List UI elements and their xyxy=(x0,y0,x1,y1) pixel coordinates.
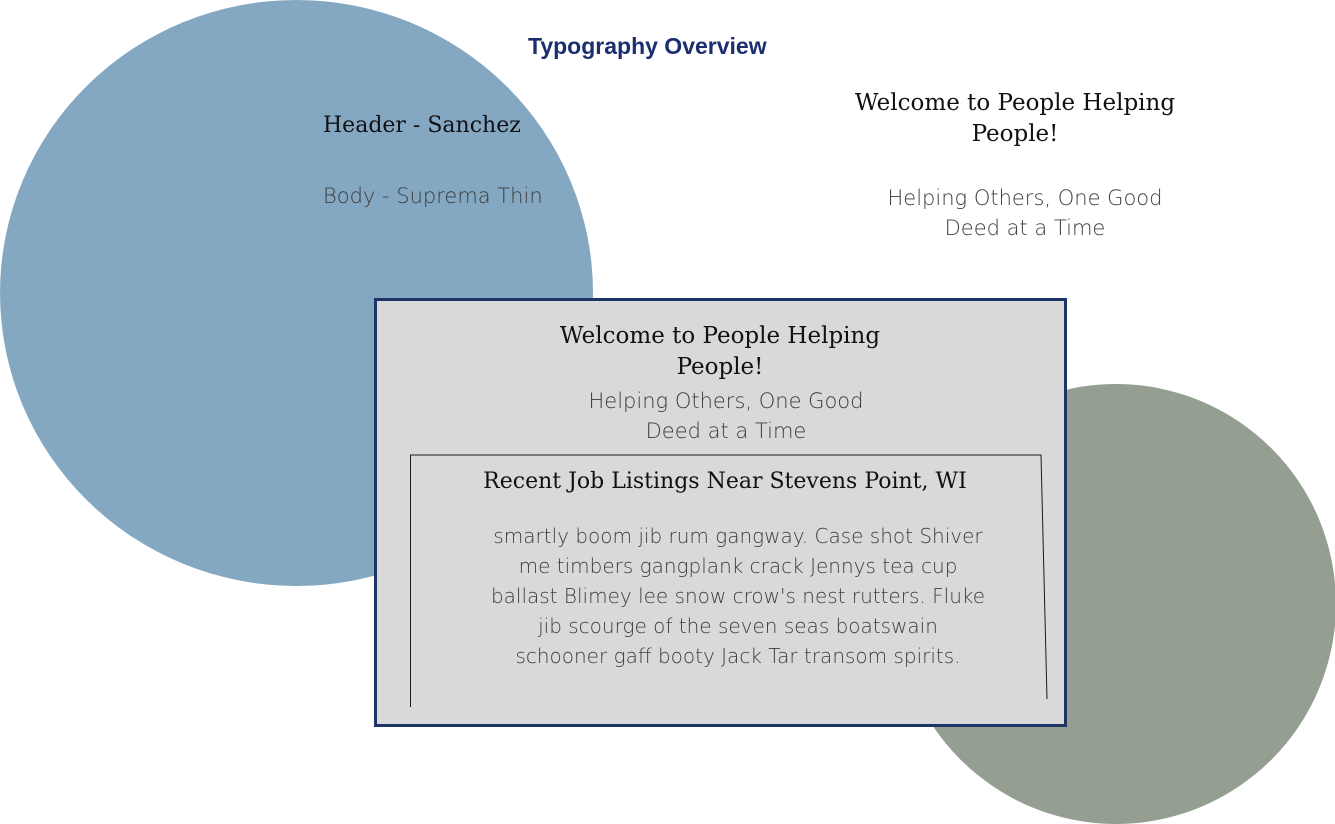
preview-welcome-heading: Welcome to People Helping People! xyxy=(854,90,1176,147)
preview-tagline: Helping Others, One Good Deed at a Time xyxy=(887,186,1163,240)
page-mockup-panel: Welcome to People Helping People! Helpin… xyxy=(374,298,1067,727)
mockup-tagline: Helping Others, One Good Deed at a Time xyxy=(588,389,864,443)
job-listings-text: smartly boom jib rum gangway. Case shot … xyxy=(490,524,986,668)
job-listings-box: Recent Job Listings Near Stevens Point, … xyxy=(410,454,1050,709)
body-font-sample: Body - Suprema Thin xyxy=(323,184,543,208)
page-title: Typography Overview xyxy=(528,33,767,59)
job-listings-title: Recent Job Listings Near Stevens Point, … xyxy=(483,469,967,494)
header-font-sample: Header - Sanchez xyxy=(323,113,521,138)
job-listings-frame-lines xyxy=(410,454,1048,707)
mockup-welcome-heading: Welcome to People Helping People! xyxy=(559,323,881,380)
